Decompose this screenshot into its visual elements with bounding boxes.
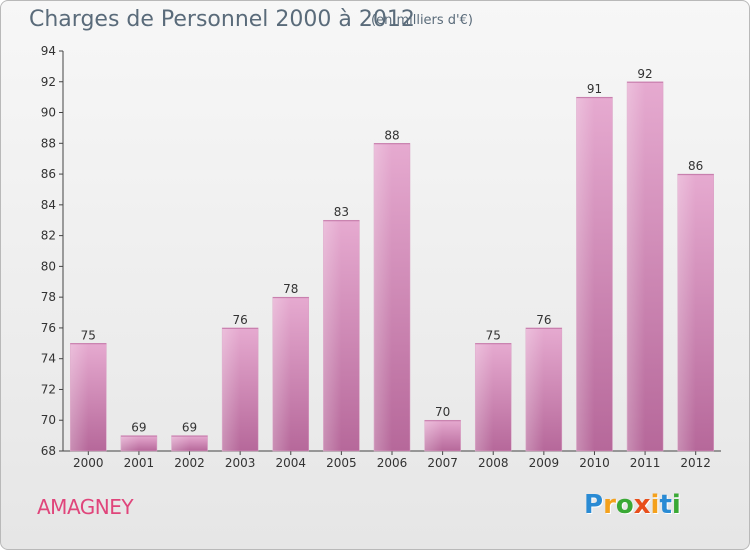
bar-highlight: [424, 420, 443, 451]
data-label: 76: [233, 313, 248, 327]
bar-highlight: [222, 327, 241, 451]
logo-letter: t: [659, 490, 672, 520]
y-tick-label: 70: [41, 413, 56, 427]
logo-letter: i: [650, 490, 660, 520]
data-label: 91: [587, 82, 602, 96]
proxiti-logo: Proxiti: [584, 490, 681, 520]
y-tick-label: 90: [41, 106, 56, 120]
y-tick-label: 88: [41, 136, 56, 150]
data-label: 75: [486, 328, 501, 342]
chart-subtitle: (en milliers d'€): [371, 13, 473, 28]
data-label: 83: [334, 205, 349, 219]
data-label: 88: [384, 128, 399, 142]
bar-highlight: [525, 327, 544, 451]
y-tick-label: 92: [41, 75, 56, 89]
bar-highlight: [120, 435, 139, 451]
y-tick-label: 74: [41, 352, 56, 366]
data-labels: 75 69 69 76 78 83 88 70 75 76 91 92 86: [81, 67, 704, 435]
bar-highlight: [323, 220, 342, 451]
bar-highlight: [70, 343, 89, 451]
x-tick-label: 2007: [427, 456, 458, 470]
bar-highlight: [627, 81, 646, 452]
data-label: 92: [637, 67, 652, 81]
data-label: 69: [182, 421, 197, 435]
axes: 68 70 72 74 76 78 80 82 84 86 88 90 92 94 2000 2001 2002…: [41, 44, 721, 470]
x-tick-label: 2010: [579, 456, 610, 470]
x-tick-label: 2004: [275, 456, 306, 470]
commune-name: AMAGNEY: [37, 495, 134, 519]
logo-letter: x: [633, 490, 651, 520]
logo-letter: i: [671, 490, 681, 520]
x-tick-label: 2012: [680, 456, 711, 470]
bar-highlight: [374, 143, 392, 452]
x-tick-label: 2008: [478, 456, 509, 470]
bar-highlight: [171, 435, 190, 451]
x-tick-label: 2000: [73, 456, 104, 470]
bar-highlight: [677, 174, 696, 452]
data-label: 78: [283, 282, 298, 296]
x-tick-label: 2011: [630, 456, 661, 470]
logo-letter: P: [584, 490, 604, 520]
bar-highlight: [272, 297, 291, 451]
logo-letter: r: [603, 490, 616, 520]
x-tick-label: 2002: [174, 456, 205, 470]
y-tick-label: 86: [41, 167, 56, 181]
y-tick-label: 72: [41, 382, 56, 396]
data-label: 76: [536, 313, 551, 327]
bar-highlight: [475, 343, 494, 451]
bar-highlight: [576, 97, 595, 452]
y-tick-label: 76: [41, 321, 56, 335]
y-tick-label: 94: [41, 44, 56, 58]
data-label: 70: [435, 405, 450, 419]
x-tick-label: 2005: [326, 456, 357, 470]
chart-title: Charges de Personnel 2000 à 2012: [29, 7, 415, 32]
data-label: 75: [81, 328, 96, 342]
y-tick-label: 82: [41, 229, 56, 243]
x-tick-label: 2001: [124, 456, 155, 470]
y-tick-label: 68: [41, 444, 56, 458]
bars: [70, 81, 714, 452]
x-tick-label: 2006: [377, 456, 408, 470]
x-tick-label: 2003: [225, 456, 256, 470]
y-tick-label: 84: [41, 198, 56, 212]
logo-letter: o: [615, 490, 634, 520]
data-label: 69: [131, 421, 146, 435]
y-tick-label: 78: [41, 290, 56, 304]
data-label: 86: [688, 159, 703, 173]
y-tick-label: 80: [41, 259, 56, 273]
x-tick-label: 2009: [529, 456, 560, 470]
